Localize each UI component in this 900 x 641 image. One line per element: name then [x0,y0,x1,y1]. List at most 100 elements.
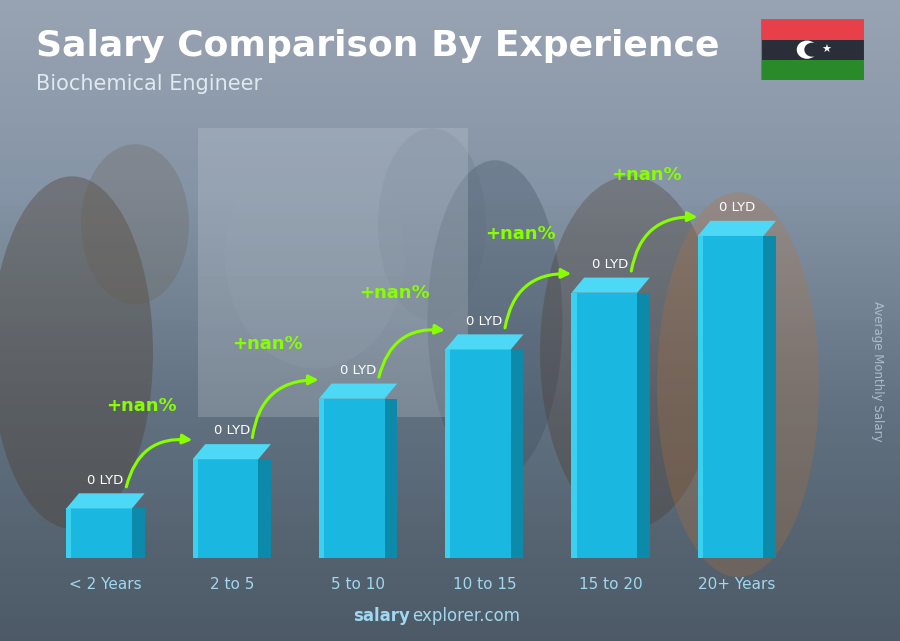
Bar [0,532,900,538]
Bar [0,19,900,26]
Bar [0,141,900,147]
Circle shape [796,40,817,59]
Bar [0,538,900,545]
Polygon shape [258,459,271,558]
Bar [0,551,900,558]
Bar [0,38,900,45]
Bar [0,622,900,628]
Text: 10 to 15: 10 to 15 [453,577,516,592]
Polygon shape [572,293,577,558]
Bar [0,487,900,494]
Polygon shape [446,349,511,558]
Bar [0,244,900,250]
Text: +nan%: +nan% [359,284,429,302]
Polygon shape [511,349,524,558]
Bar [0,378,900,385]
Bar [0,615,900,622]
Text: 2 to 5: 2 to 5 [210,577,254,592]
Circle shape [805,43,820,56]
Text: 5 to 10: 5 to 10 [331,577,385,592]
Text: Average Monthly Salary: Average Monthly Salary [871,301,884,442]
Text: +nan%: +nan% [485,225,555,243]
Bar [0,404,900,410]
Bar [0,359,900,365]
Bar [0,173,900,179]
Bar [0,263,900,269]
Text: 0 LYD: 0 LYD [213,424,250,437]
Bar [0,320,900,327]
Bar [0,455,900,462]
Polygon shape [698,236,703,558]
Bar [0,32,900,38]
Bar [0,128,900,135]
Bar [0,147,900,154]
Bar [0,596,900,603]
Bar [0,256,900,263]
Bar [0,353,900,359]
Polygon shape [67,508,71,558]
Polygon shape [67,508,132,558]
Bar [0,346,900,353]
Polygon shape [132,508,145,558]
Bar [0,506,900,513]
Bar [0,282,900,288]
Bar [0,154,900,160]
Bar [0,212,900,218]
Bar [0,71,900,77]
Bar [0,474,900,481]
Bar [0,494,900,500]
Bar [0,301,900,308]
Bar [760,40,864,60]
Bar [0,577,900,583]
Text: salary: salary [353,607,410,625]
Bar [0,58,900,64]
Bar [0,0,900,6]
Polygon shape [572,293,637,558]
Text: < 2 Years: < 2 Years [69,577,142,592]
Text: 0 LYD: 0 LYD [87,474,123,487]
Polygon shape [193,444,271,459]
Bar [0,449,900,455]
Text: 20+ Years: 20+ Years [698,577,776,592]
Polygon shape [637,293,650,558]
Bar [0,590,900,596]
Bar [0,224,900,231]
Polygon shape [319,399,384,558]
Bar [0,26,900,32]
Polygon shape [572,278,650,293]
Bar [0,83,900,90]
Bar [0,385,900,391]
Bar [0,288,900,295]
Bar [0,468,900,474]
Text: +nan%: +nan% [611,167,682,185]
Polygon shape [698,236,763,558]
Text: 15 to 20: 15 to 20 [579,577,643,592]
Bar [0,628,900,635]
Bar [0,295,900,301]
Bar [0,308,900,314]
Bar [0,423,900,429]
Polygon shape [193,459,198,558]
Bar [0,77,900,83]
Bar [0,167,900,173]
Text: ★: ★ [821,45,831,54]
Bar [0,429,900,436]
Bar [0,109,900,115]
Text: 0 LYD: 0 LYD [719,201,755,214]
Bar [0,333,900,340]
Bar [0,372,900,378]
Bar [0,583,900,590]
Bar [0,327,900,333]
Bar [0,436,900,442]
Bar [0,199,900,205]
Bar [0,45,900,51]
Text: Biochemical Engineer: Biochemical Engineer [36,74,262,94]
Bar [0,64,900,71]
Bar [0,365,900,372]
Polygon shape [763,236,776,558]
Polygon shape [446,335,524,349]
Bar [0,570,900,577]
Bar [0,186,900,192]
Bar [0,135,900,141]
Bar [0,500,900,506]
